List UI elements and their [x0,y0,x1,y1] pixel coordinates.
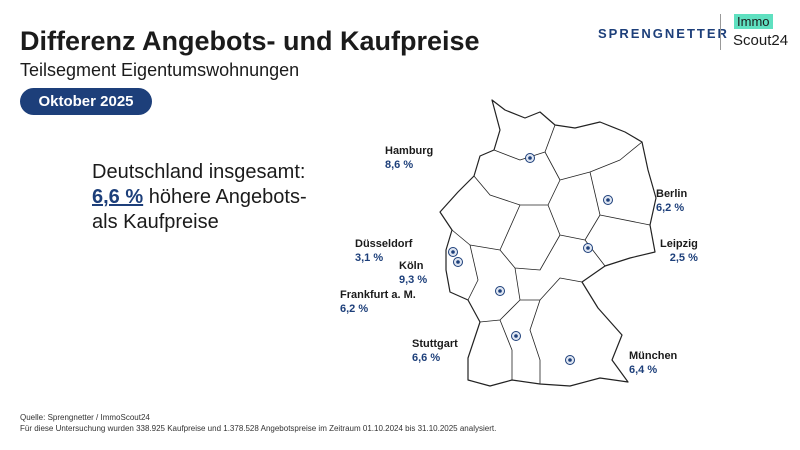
city-label: Köln 9,3 % [399,259,427,287]
city-name: Stuttgart [412,338,458,350]
city-label: Hamburg 8,6 % [385,144,433,172]
city-value: 6,2 % [656,202,685,214]
summary-line: als Kaufpreise [92,211,219,233]
title: Differenz Angebots- und Kaufpreise [20,26,480,56]
city-label: München 6,4 % [629,349,677,377]
city-value: 2,5 % [669,252,698,264]
city-label: Stuttgart 6,6 % [412,337,458,365]
city-name: Leipzig [660,238,698,250]
city-value: 6,4 % [629,364,658,376]
city-value: 3,1 % [355,252,384,264]
city-label: Berlin 6,2 % [656,187,687,215]
summary-text: höhere Angebots- [148,186,307,208]
city-label: Düsseldorf 3,1 % [355,237,412,265]
summary-line: Deutschland insgesamt: [92,161,306,183]
scout-logo: Scout24 [733,32,789,49]
city-value: 6,2 % [340,303,369,315]
country-outline [439,99,657,387]
logo-divider [720,14,721,50]
subtitle: Teilsegment Eigentumswohnungen [20,60,300,80]
city-name: Berlin [656,188,688,200]
summary: Deutschland insgesamt: 6,6 % höhere Ange… [92,160,307,235]
immo-logo: Immo [734,14,773,29]
note: Für diese Untersuchung wurden 338.925 Ka… [20,424,497,433]
city-label: Leipzig 2,5 % [660,237,698,265]
source: Quelle: Sprengnetter / ImmoScout24 [20,413,150,422]
city-value: 8,6 % [385,159,414,171]
city-name: Hamburg [385,145,434,157]
sprengnetter-logo: SPRENGNETTER [598,26,729,41]
city-name: München [629,350,678,362]
state-borders [451,124,651,384]
city-value: 9,3 % [399,274,428,286]
period-badge: Oktober 2025 [20,88,152,115]
city-value: 6,6 % [412,352,441,364]
city-label: Frankfurt a. M. 6,2 % [340,288,416,316]
city-name: Köln [399,260,424,272]
footer: Quelle: Sprengnetter / ImmoScout24 Für d… [20,412,496,434]
city-name: Frankfurt a. M. [340,289,416,301]
city-name: Düsseldorf [355,238,413,250]
summary-line: 6,6 % höhere Angebots- [92,185,307,210]
summary-highlight: 6,6 % [92,186,144,208]
